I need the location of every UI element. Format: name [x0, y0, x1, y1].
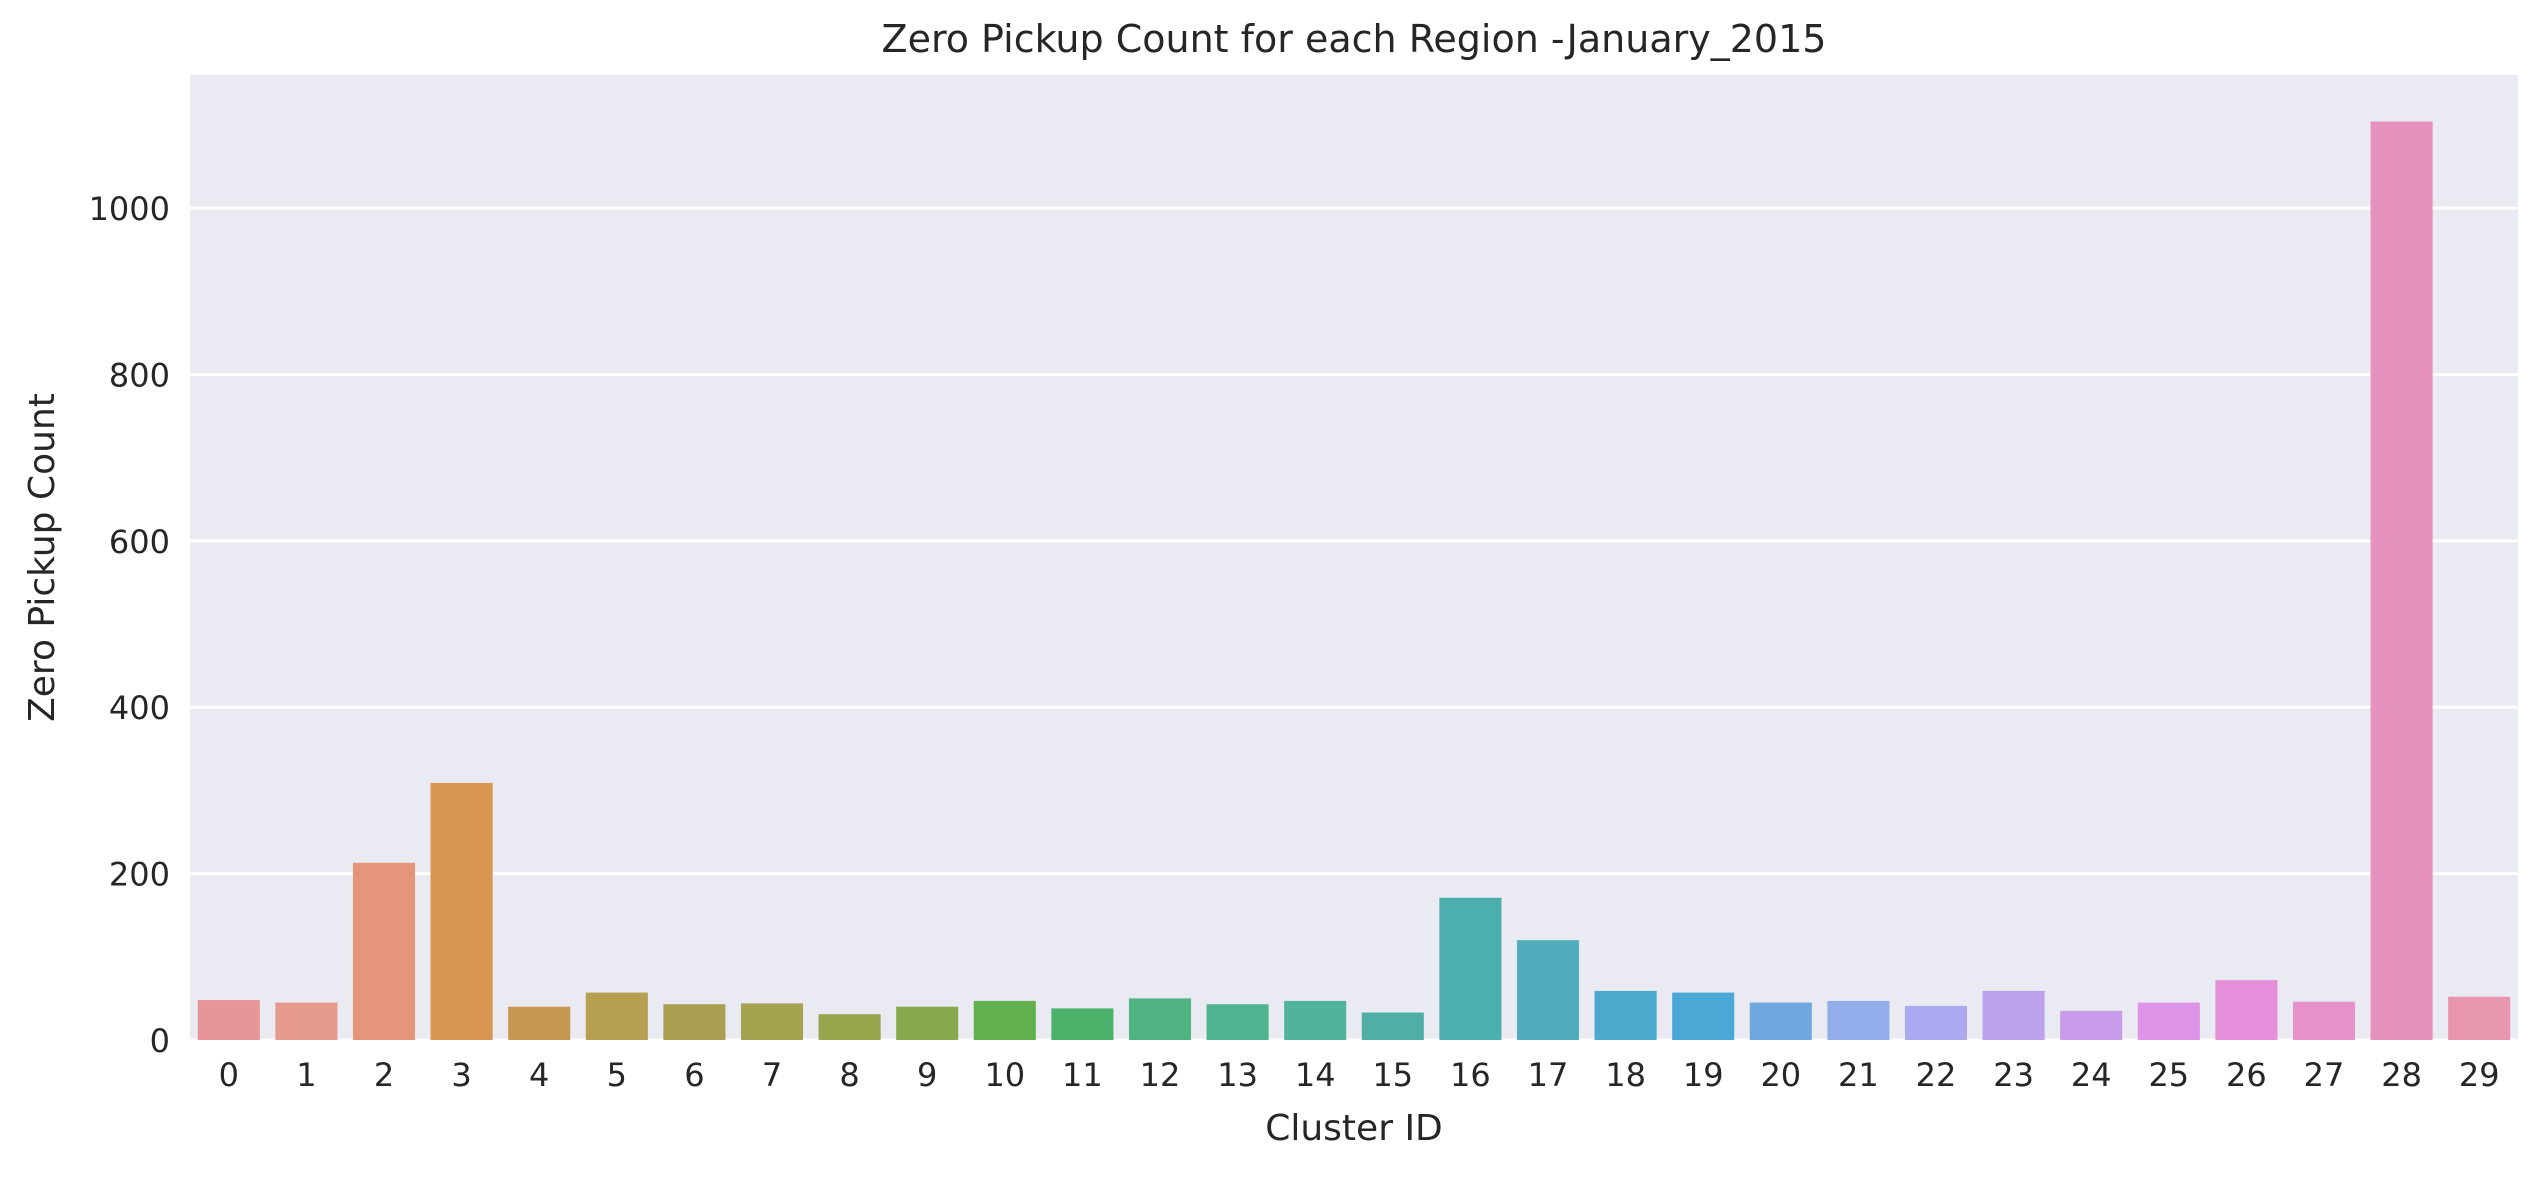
- bar-cluster-10: [973, 1000, 1036, 1040]
- bar-cluster-27: [2292, 1001, 2356, 1040]
- x-tick-label: 16: [1450, 1056, 1491, 1094]
- bar-cluster-20: [1749, 1002, 1812, 1040]
- y-tick-label: 800: [109, 356, 170, 394]
- bar-cluster-21: [1827, 1000, 1890, 1040]
- bar-cluster-6: [663, 1004, 726, 1040]
- x-tick-label: 10: [984, 1056, 1025, 1094]
- x-tick-label: 13: [1217, 1056, 1258, 1094]
- x-tick-label: 19: [1683, 1056, 1724, 1094]
- bar-cluster-16: [1439, 897, 1502, 1040]
- y-tick-label: 1000: [89, 190, 170, 228]
- y-tick-label: 0: [150, 1022, 170, 1060]
- x-tick-label: 22: [1916, 1056, 1957, 1094]
- x-tick-label: 0: [219, 1056, 239, 1094]
- x-tick-label: 25: [2148, 1056, 2189, 1094]
- bar-cluster-3: [430, 782, 493, 1040]
- x-tick-label: 29: [2459, 1056, 2500, 1094]
- bar-cluster-26: [2215, 980, 2278, 1040]
- bar-cluster-22: [1904, 1005, 1968, 1040]
- y-tick-label: 600: [109, 523, 170, 561]
- x-tick-label: 26: [2226, 1056, 2267, 1094]
- x-tick-label: 1: [296, 1056, 316, 1094]
- bar-cluster-13: [1206, 1004, 1269, 1040]
- bar-cluster-14: [1284, 1000, 1347, 1040]
- x-tick-label: 8: [839, 1056, 859, 1094]
- bar-cluster-9: [896, 1006, 959, 1040]
- x-tick-label: 5: [607, 1056, 627, 1094]
- bar-cluster-17: [1516, 940, 1580, 1040]
- x-tick-label: 24: [2071, 1056, 2112, 1094]
- bar-cluster-15: [1361, 1012, 1424, 1040]
- x-tick-label: 6: [684, 1056, 704, 1094]
- bar-cluster-5: [585, 992, 648, 1040]
- bar-cluster-8: [818, 1014, 881, 1040]
- bar-cluster-23: [1982, 990, 2045, 1040]
- x-tick-label: 21: [1838, 1056, 1879, 1094]
- x-tick-label: 2: [374, 1056, 394, 1094]
- bar-cluster-19: [1672, 992, 1735, 1040]
- bar-cluster-28: [2370, 121, 2433, 1041]
- bars: [197, 121, 2511, 1041]
- bar-cluster-4: [508, 1006, 571, 1040]
- gridlines: [190, 206, 2518, 1042]
- x-tick-labels: 0 1 2 3 4 5 6 7 8 9 10 11 12 13 14 15 16 17 18 19 20 21 22 23 24…: [219, 1056, 2500, 1094]
- bar-cluster-18: [1594, 990, 1657, 1040]
- bar-cluster-12: [1128, 998, 1192, 1040]
- bar-cluster-1: [275, 1002, 338, 1040]
- plot-area: [190, 75, 2518, 1040]
- bar-cluster-7: [740, 1003, 804, 1040]
- y-axis-label: Zero Pickup Count: [22, 393, 63, 722]
- x-tick-label: 17: [1528, 1056, 1569, 1094]
- chart-title: Zero Pickup Count for each Region -Janua…: [882, 17, 1827, 61]
- x-tick-label: 28: [2381, 1056, 2422, 1094]
- x-tick-label: 4: [529, 1056, 549, 1094]
- x-tick-label: 15: [1372, 1056, 1413, 1094]
- bar-cluster-11: [1051, 1008, 1114, 1040]
- x-tick-label: 9: [917, 1056, 937, 1094]
- bar-cluster-0: [197, 1000, 260, 1040]
- x-axis-label: Cluster ID: [1265, 1108, 1443, 1149]
- x-tick-label: 7: [762, 1056, 782, 1094]
- bar-cluster-25: [2137, 1002, 2200, 1040]
- y-tick-label: 200: [109, 856, 170, 894]
- x-tick-label: 23: [1993, 1056, 2034, 1094]
- x-tick-label: 14: [1295, 1056, 1336, 1094]
- x-tick-label: 11: [1062, 1056, 1103, 1094]
- x-tick-label: 3: [451, 1056, 471, 1094]
- bar-cluster-24: [2060, 1010, 2123, 1040]
- x-tick-label: 18: [1605, 1056, 1646, 1094]
- y-tick-label: 400: [109, 689, 170, 727]
- x-tick-label: 12: [1140, 1056, 1181, 1094]
- x-tick-label: 27: [2304, 1056, 2345, 1094]
- y-tick-labels: 0 200 400 600 800 1000: [89, 190, 170, 1060]
- bar-cluster-29: [2448, 996, 2511, 1040]
- bar-cluster-2: [352, 862, 416, 1040]
- x-tick-label: 20: [1760, 1056, 1801, 1094]
